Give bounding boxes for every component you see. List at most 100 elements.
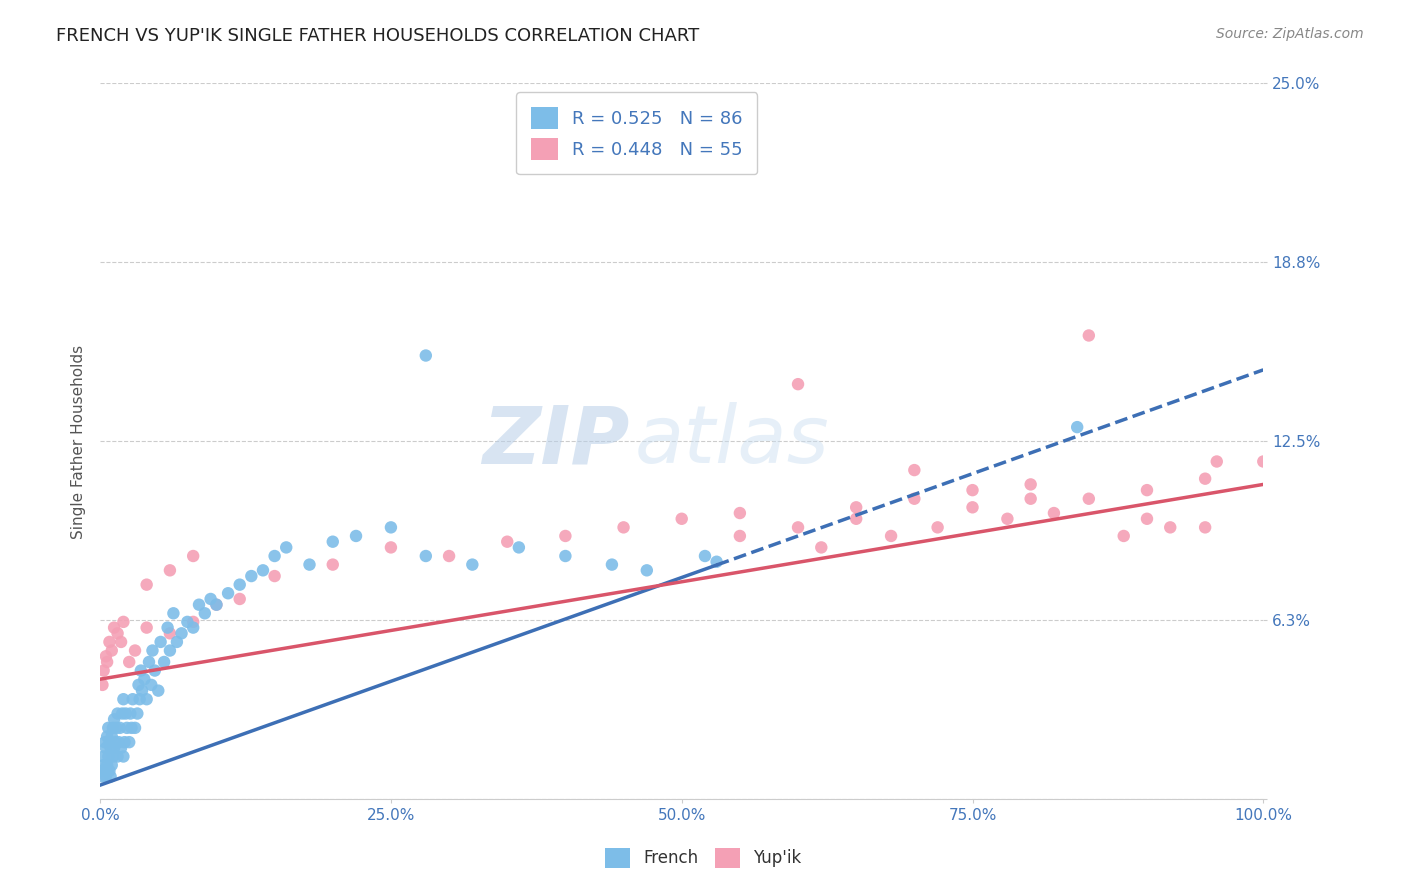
Point [170,626,193,640]
Point [276,541,298,555]
Point [96,655,118,669]
Point [121,692,143,706]
Point [845,512,868,526]
Point [107,749,129,764]
Point [108,721,131,735]
Point [111,706,134,721]
Point [97,749,120,764]
Point [252,563,274,577]
Legend: R = 0.525   N = 86, R = 0.448   N = 55: R = 0.525 N = 86, R = 0.448 N = 55 [516,93,758,175]
Point [141,678,163,692]
Point [100,740,122,755]
Point [110,635,132,649]
Point [135,577,157,591]
Point [143,664,166,678]
Point [903,463,925,477]
Point [159,643,181,657]
Point [96,758,118,772]
Point [612,520,634,534]
Point [159,563,181,577]
Point [997,512,1019,526]
Point [107,706,129,721]
Point [98,635,121,649]
Point [94,764,117,778]
Point [148,683,170,698]
Point [1019,477,1042,491]
Point [508,541,530,555]
Point [962,500,984,515]
Point [228,577,250,591]
Point [118,735,141,749]
Point [205,598,228,612]
Point [217,586,239,600]
Point [1205,454,1227,468]
Point [437,549,460,563]
Point [162,607,184,621]
Point [962,483,984,497]
Point [903,491,925,506]
Point [880,529,903,543]
Point [927,520,949,534]
Point [787,377,810,392]
Text: ZIP: ZIP [482,402,630,481]
Point [94,735,117,749]
Point [380,541,402,555]
Point [728,529,751,543]
Point [322,534,344,549]
Text: FRENCH VS YUP'IK SINGLE FATHER HOUSEHOLDS CORRELATION CHART: FRENCH VS YUP'IK SINGLE FATHER HOUSEHOLD… [56,27,700,45]
Point [194,607,217,621]
Point [124,721,146,735]
Point [94,740,117,755]
Point [93,664,115,678]
Point [135,692,157,706]
Point [554,529,576,543]
Point [1136,512,1159,526]
Point [810,541,832,555]
Point [1194,472,1216,486]
Point [240,569,263,583]
Point [176,615,198,629]
Text: atlas: atlas [636,402,830,481]
Point [156,621,179,635]
Point [181,549,204,563]
Point [128,692,150,706]
Point [1253,454,1275,468]
Point [1077,491,1099,506]
Point [114,735,136,749]
Point [344,529,367,543]
Point [554,549,576,563]
Point [1194,520,1216,534]
Point [1043,506,1066,520]
Point [91,678,114,692]
Point [112,749,135,764]
Point [1019,491,1042,506]
Point [94,649,117,664]
Y-axis label: Single Father Households: Single Father Households [72,344,86,539]
Point [496,534,519,549]
Point [322,558,344,572]
Point [127,706,149,721]
Point [138,655,160,669]
Point [100,770,122,784]
Point [115,721,138,735]
Point [693,549,716,563]
Point [103,621,125,635]
Point [205,598,228,612]
Point [107,735,129,749]
Point [159,626,181,640]
Point [671,134,693,148]
Point [263,549,285,563]
Point [845,500,868,515]
Point [121,721,143,735]
Point [97,721,120,735]
Point [103,712,125,726]
Point [128,678,150,692]
Point [101,721,124,735]
Point [100,730,122,744]
Point [415,549,437,563]
Point [134,672,156,686]
Point [90,764,112,778]
Point [298,558,321,572]
Point [124,643,146,657]
Point [98,764,121,778]
